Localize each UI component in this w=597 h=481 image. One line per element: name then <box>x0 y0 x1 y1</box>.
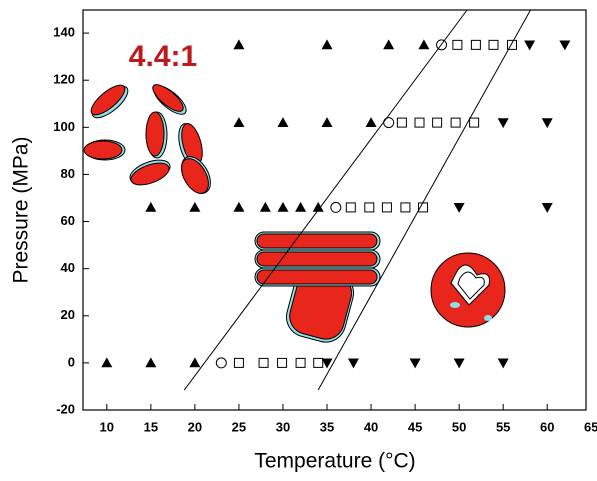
square-marker <box>401 203 410 212</box>
square-marker <box>278 358 287 367</box>
triangle-up-marker <box>233 117 244 127</box>
sphere <box>431 253 505 327</box>
triangle-up-marker <box>145 202 156 212</box>
triangle-down-marker <box>454 358 465 368</box>
triangle-down-marker <box>559 40 570 50</box>
square-marker <box>296 358 305 367</box>
x-tick-label: 10 <box>100 419 114 434</box>
triangle-up-marker <box>322 39 333 49</box>
triangle-up-marker <box>233 202 244 212</box>
y-tick-label: 140 <box>53 25 75 40</box>
ellipse-cluster <box>84 80 216 198</box>
page: 4.4:1 Temperature (°C) Pressure (MPa) 10… <box>0 0 597 481</box>
y-tick-label: 60 <box>61 213 75 228</box>
x-tick-label: 60 <box>540 419 554 434</box>
chart: 4.4:1 Temperature (°C) Pressure (MPa) 10… <box>0 0 597 476</box>
triangle-up-marker <box>233 39 244 49</box>
triangle-up-marker <box>295 202 306 212</box>
y-tick-label: 120 <box>53 72 75 87</box>
triangle-up-marker <box>277 202 288 212</box>
square-marker <box>470 118 479 127</box>
square-marker <box>382 203 391 212</box>
triangle-down-marker <box>498 118 509 128</box>
circle-marker <box>384 118 394 128</box>
triangle-down-marker <box>542 203 553 213</box>
triangle-up-marker <box>277 117 288 127</box>
triangle-up-marker <box>418 39 429 49</box>
triangle-up-marker <box>145 357 156 367</box>
y-tick-label: 0 <box>68 354 75 369</box>
triangle-down-marker <box>454 203 465 213</box>
x-axis-title: Temperature (°C) <box>254 450 415 473</box>
square-marker <box>346 203 355 212</box>
x-tick-label: 35 <box>320 419 334 434</box>
triangle-up-marker <box>260 202 271 212</box>
x-tick-label: 55 <box>496 419 510 434</box>
x-tick-label: 25 <box>232 419 246 434</box>
x-tick-label: 65 <box>584 419 597 434</box>
triangle-down-marker <box>410 358 421 368</box>
square-marker <box>471 40 480 49</box>
triangle-up-marker <box>101 357 112 367</box>
triangle-up-marker <box>322 117 333 127</box>
x-tick-label: 20 <box>188 419 202 434</box>
annotation: 4.4:1 <box>129 40 197 73</box>
square-marker <box>433 118 442 127</box>
rod-stack <box>255 232 380 347</box>
x-tick-label: 15 <box>144 419 158 434</box>
triangle-up-marker <box>189 202 200 212</box>
square-marker <box>415 118 424 127</box>
triangle-down-marker <box>542 118 553 128</box>
y-axis-title: Pressure (MPa) <box>10 136 33 283</box>
circle-marker <box>216 358 226 368</box>
x-tick-label: 45 <box>408 419 422 434</box>
x-tick-label: 40 <box>364 419 378 434</box>
circle-marker <box>331 202 341 212</box>
x-tick-label: 30 <box>276 419 290 434</box>
square-marker <box>259 358 268 367</box>
y-tick-label: 40 <box>61 260 75 275</box>
y-tick-label: -20 <box>56 401 75 416</box>
y-tick-label: 80 <box>61 166 75 181</box>
triangle-down-marker <box>348 358 359 368</box>
square-marker <box>397 118 406 127</box>
square-marker <box>365 203 374 212</box>
y-tick-label: 20 <box>61 307 75 322</box>
y-tick-label: 100 <box>53 119 75 134</box>
triangle-down-marker <box>498 358 509 368</box>
triangle-up-marker <box>189 357 200 367</box>
square-marker <box>451 118 460 127</box>
square-marker <box>314 358 323 367</box>
x-tick-label: 50 <box>452 419 466 434</box>
square-marker <box>453 40 462 49</box>
triangle-up-marker <box>366 117 377 127</box>
square-marker <box>489 40 498 49</box>
square-marker <box>234 358 243 367</box>
triangle-up-marker <box>383 39 394 49</box>
triangle-down-marker <box>524 40 535 50</box>
